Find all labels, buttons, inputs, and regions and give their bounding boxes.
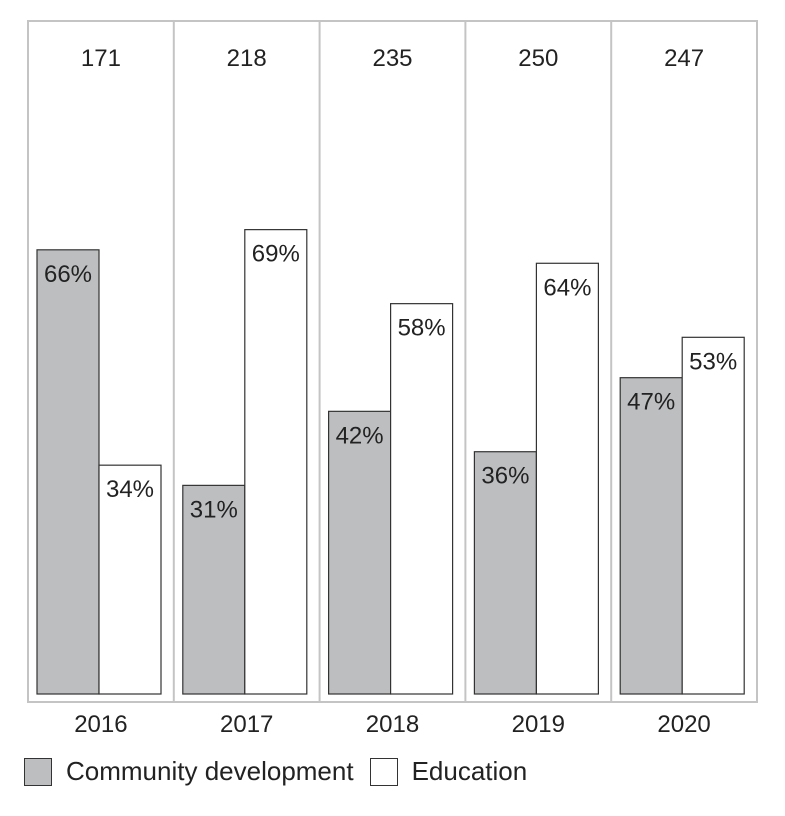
- legend-label-community-development: Community development: [66, 756, 354, 786]
- bar-community-development: [36, 249, 100, 695]
- x-tick-label: 2017: [220, 711, 273, 738]
- total-label: 171: [81, 45, 121, 72]
- x-tick-label: 2018: [366, 711, 419, 738]
- data-label: 64%: [543, 274, 591, 301]
- total-label: 250: [518, 45, 558, 72]
- x-tick-label: 2019: [512, 711, 565, 738]
- x-tick-label: 2016: [74, 711, 127, 738]
- bar-community-development: [328, 410, 392, 695]
- bar-community-development: [619, 377, 683, 695]
- total-label: 218: [227, 45, 267, 72]
- bar-education: [681, 336, 745, 695]
- total-label: 247: [664, 45, 704, 72]
- data-label: 31%: [190, 496, 238, 523]
- x-tick-label: 2020: [657, 711, 710, 738]
- legend-swatch-community-development: [24, 757, 52, 786]
- bar-education: [244, 229, 308, 695]
- total-label: 235: [372, 45, 412, 72]
- bar-education: [535, 262, 600, 695]
- legend-item-education: Education: [369, 756, 528, 787]
- data-label: 36%: [481, 463, 529, 490]
- data-label: 58%: [398, 315, 446, 342]
- data-label: 47%: [627, 389, 675, 416]
- data-label: 53%: [689, 348, 737, 375]
- legend: Community development Education: [24, 756, 543, 787]
- data-label: 34%: [106, 476, 154, 503]
- legend-item-community-development: Community development: [24, 756, 354, 787]
- data-label: 66%: [44, 261, 92, 288]
- bar-community-development: [182, 484, 246, 695]
- data-label: 42%: [336, 422, 384, 449]
- bar-education: [98, 464, 162, 695]
- legend-swatch-education: [369, 757, 398, 786]
- plot-frame: [27, 20, 758, 703]
- legend-label-education: Education: [411, 756, 528, 786]
- data-label: 69%: [252, 241, 300, 268]
- bar-education: [390, 303, 454, 695]
